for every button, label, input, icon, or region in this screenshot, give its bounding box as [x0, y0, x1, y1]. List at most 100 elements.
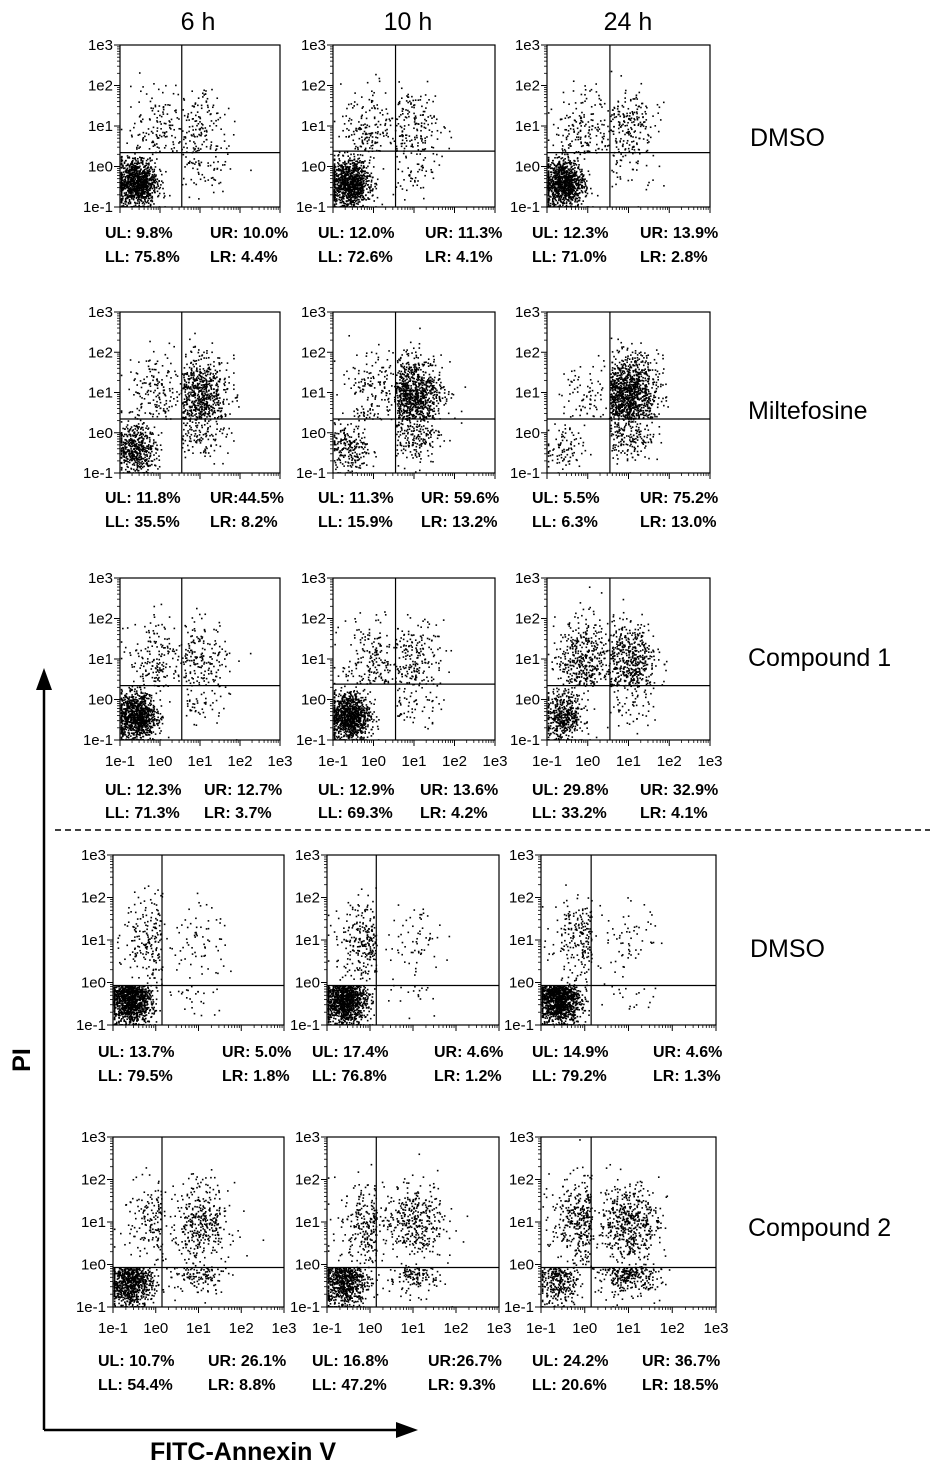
scatter-point: [351, 183, 354, 185]
scatter-point: [398, 81, 400, 83]
scatter-point: [142, 189, 145, 192]
scatter-point: [615, 163, 618, 166]
scatter-point: [353, 184, 356, 186]
scatter-point: [138, 201, 141, 203]
scatter-point: [561, 153, 564, 155]
scatter-point: [581, 173, 583, 175]
scatter-point: [182, 177, 185, 180]
scatter-point: [551, 201, 554, 203]
scatter-point: [205, 145, 208, 148]
scatter-point: [162, 108, 165, 111]
scatter-point: [360, 177, 362, 179]
scatter-point: [210, 378, 213, 381]
scatter-point: [343, 204, 346, 207]
scatter-point: [184, 166, 186, 168]
scatter-point: [128, 388, 131, 391]
scatter-point: [401, 130, 404, 133]
scatter-point: [134, 176, 137, 178]
scatter-point: [137, 206, 140, 207]
scatter-point: [358, 172, 360, 175]
scatter-point: [366, 184, 369, 186]
scatter-point: [186, 116, 189, 119]
scatter-point: [132, 206, 135, 207]
scatter-point: [559, 189, 562, 192]
scatter-point: [134, 187, 136, 189]
scatter-point: [156, 387, 159, 390]
scatter-point: [556, 192, 558, 194]
scatter-point: [342, 166, 345, 168]
scatter-point: [147, 172, 150, 175]
scatter-point: [131, 179, 133, 181]
scatter-point: [570, 185, 573, 187]
scatter-points: [547, 70, 665, 207]
scatter-point: [160, 184, 162, 186]
scatter-point: [340, 201, 343, 204]
scatter-point: [555, 190, 558, 193]
scatter-point: [198, 400, 200, 402]
scatter-point: [361, 185, 363, 188]
scatter-point: [615, 183, 617, 186]
scatter-point: [340, 165, 343, 168]
scatter-point: [547, 195, 550, 197]
scatter-point: [138, 162, 141, 165]
scatter-point: [658, 106, 661, 109]
scatter-point: [128, 172, 130, 174]
scatter-point: [167, 409, 170, 412]
scatter-point: [555, 165, 557, 168]
scatter-point: [211, 184, 213, 187]
scatter-point: [206, 380, 208, 382]
scatter-point: [126, 204, 128, 207]
scatter-point: [189, 140, 191, 142]
scatter-point: [347, 185, 349, 187]
scatter-point: [157, 195, 159, 198]
scatter-point: [422, 114, 425, 116]
scatter-point: [556, 168, 558, 170]
scatter-point: [360, 194, 362, 197]
scatter-point: [398, 135, 401, 137]
scatter-point: [612, 130, 615, 133]
scatter-point: [569, 116, 571, 118]
scatter-point: [120, 195, 123, 197]
scatter-point: [587, 143, 590, 146]
scatter-point: [626, 112, 628, 115]
scatter-point: [174, 370, 176, 373]
scatter-point: [353, 162, 355, 164]
scatter-point: [130, 166, 133, 168]
scatter-point: [603, 124, 605, 126]
scatter-point: [184, 137, 187, 139]
scatter-point: [143, 203, 146, 205]
scatter-point: [632, 112, 634, 115]
scatter-point: [642, 125, 645, 127]
scatter-point: [363, 185, 366, 188]
scatter-point: [364, 127, 367, 129]
scatter-point: [356, 196, 358, 199]
scatter-point: [366, 206, 369, 207]
scatter-point: [155, 174, 157, 176]
scatter-point: [431, 171, 434, 174]
scatter-point: [361, 114, 364, 117]
scatter-point: [206, 97, 209, 100]
scatter-point: [564, 150, 567, 152]
scatter-point: [559, 168, 562, 171]
scatter-point: [401, 139, 404, 142]
scatter-point: [410, 103, 412, 105]
scatter-point: [188, 130, 190, 133]
scatter-point: [576, 127, 579, 130]
scatter-point: [359, 127, 362, 130]
scatter-point: [343, 175, 345, 178]
scatter-point: [375, 123, 378, 126]
scatter-point: [135, 179, 138, 182]
scatter-point: [156, 406, 158, 409]
scatter-point: [355, 164, 357, 167]
scatter-point: [138, 172, 140, 174]
scatter-point: [220, 415, 222, 418]
scatter-point: [212, 395, 215, 397]
scatter-point: [125, 183, 127, 185]
scatter-point: [124, 193, 127, 196]
scatter-point: [559, 206, 562, 207]
scatter-point: [224, 415, 227, 418]
scatter-point: [137, 157, 139, 160]
scatter-point: [353, 188, 356, 191]
scatter-point: [581, 184, 584, 187]
scatter-point: [606, 145, 609, 147]
